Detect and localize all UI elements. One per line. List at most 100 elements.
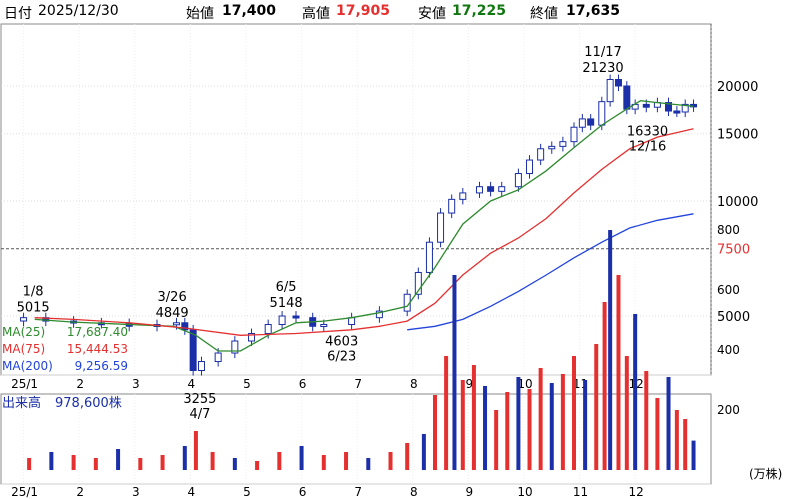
candle: [598, 101, 606, 126]
volume-bar: [421, 434, 426, 470]
candle: [526, 159, 534, 175]
volume-bar: [388, 452, 393, 470]
volume-bar: [527, 389, 532, 470]
volume-bar: [49, 452, 54, 470]
close-label: 終値: [530, 6, 558, 22]
volume-bar: [299, 446, 304, 470]
x-tick-label: 11: [573, 485, 588, 499]
volume-bar: [572, 356, 576, 470]
ma-legend-name: MA(200): [2, 359, 53, 373]
volume-bar: [633, 314, 638, 470]
low-value: 17,225: [452, 3, 507, 19]
candle: [172, 322, 180, 326]
volume-bar: [674, 410, 679, 470]
x-tick-label: 5: [243, 485, 251, 499]
candle: [642, 103, 650, 108]
annotation-value: 5148: [270, 296, 303, 311]
volume-bar: [405, 443, 410, 470]
volume-bar: [366, 458, 371, 470]
candle: [248, 332, 256, 342]
date-label: 日付: [4, 6, 32, 22]
volume-bar: [452, 275, 457, 470]
volume-bar: [255, 461, 260, 470]
x-tick-label: 5: [243, 377, 251, 391]
candle: [514, 173, 522, 188]
candle: [181, 322, 189, 331]
open-label: 始値: [186, 6, 214, 22]
candle: [498, 186, 506, 192]
candle: [20, 317, 28, 322]
x-tick-label: 2: [76, 377, 84, 391]
annotation-value: 16330: [627, 125, 668, 140]
annotation-date: 11/17: [584, 45, 621, 60]
candle: [537, 148, 545, 161]
annotation-value: 3255: [183, 392, 216, 407]
candle: [623, 85, 631, 110]
x-tick-label: 10: [517, 377, 532, 391]
candle: [448, 198, 456, 214]
annotation-date: 6/5: [276, 280, 297, 295]
annotation-date: 6/23: [327, 350, 356, 365]
ma-legend-name: MA(25): [2, 325, 45, 339]
volume-bar: [666, 377, 671, 470]
open-value: 17,400: [222, 3, 277, 19]
candle: [264, 324, 272, 334]
volume-bar: [27, 458, 32, 470]
candle: [375, 310, 383, 319]
volume-bar: [516, 377, 521, 470]
volume-bar: [538, 368, 543, 470]
annotation-value: 21230: [582, 61, 623, 76]
volume-tick-label: 600: [717, 283, 740, 297]
volume-tick-label: 800: [717, 223, 740, 237]
x-tick-label: 2: [76, 485, 84, 499]
annotation-date: 12/16: [629, 140, 666, 155]
volume-bar: [655, 398, 660, 470]
annotation-date: 1/8: [23, 285, 44, 300]
high-value: 17,905: [336, 3, 391, 19]
x-tick-label: 25/1: [11, 485, 38, 499]
x-tick-label: 3: [132, 485, 140, 499]
volume-bar: [483, 386, 488, 470]
ma-legend-name: MA(75): [2, 342, 45, 356]
x-tick-label: 6: [299, 377, 307, 391]
volume-bar: [116, 449, 121, 470]
candle: [214, 352, 222, 363]
volume-bar: [210, 452, 215, 470]
ma-line-0: [34, 100, 694, 352]
annotation-value: 5015: [17, 301, 50, 316]
volume-bar: [193, 431, 198, 470]
volume-bar: [608, 230, 613, 470]
annotation-date: 3/26: [158, 290, 187, 305]
volume-bar: [494, 410, 499, 470]
volume-unit: (万株): [749, 466, 782, 481]
candle: [425, 241, 433, 273]
candle: [559, 141, 567, 147]
x-tick-label: 8: [410, 485, 418, 499]
candle: [665, 102, 673, 112]
ma-legend-value: 9,256.59: [75, 359, 128, 373]
volume-value: 978,600株: [55, 396, 122, 411]
volume-bar: [460, 380, 465, 470]
candle: [197, 361, 205, 372]
volume-bar: [471, 365, 476, 470]
volume-bar: [433, 395, 437, 470]
volume-bar: [549, 383, 554, 470]
reference-line-label: 7500: [717, 243, 750, 258]
candle: [570, 126, 578, 143]
ma-legend-value: 17,687.40: [67, 325, 128, 339]
volume-tick-label: 400: [717, 343, 740, 357]
x-tick-label: 9: [466, 485, 474, 499]
x-tick-label: 4: [188, 485, 196, 499]
volume-bar: [93, 458, 98, 470]
volume-bar: [277, 452, 282, 470]
candle: [487, 186, 495, 192]
x-tick-label: 4: [188, 377, 196, 391]
candle: [414, 271, 422, 295]
candle: [475, 186, 483, 194]
volume-bar: [594, 344, 599, 470]
date-value: 2025/12/30: [38, 3, 119, 19]
y-tick-label: 5000: [717, 310, 750, 325]
volume-bar: [344, 452, 349, 470]
volume-label: 出来高: [2, 395, 41, 411]
volume-bar: [683, 419, 688, 470]
